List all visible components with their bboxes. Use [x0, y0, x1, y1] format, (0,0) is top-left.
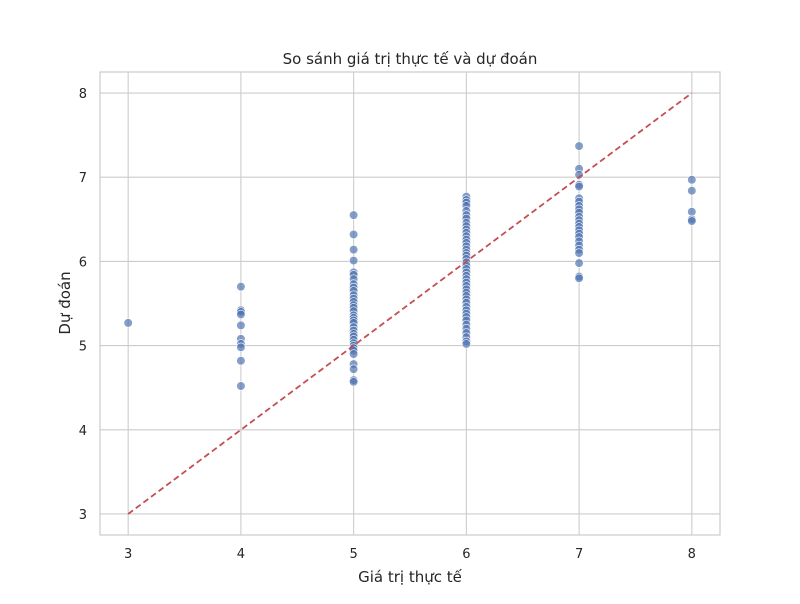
data-point: [574, 273, 584, 283]
data-point: [123, 318, 133, 328]
data-point: [349, 349, 359, 359]
x-tick-label: 3: [124, 547, 132, 562]
data-point: [236, 381, 246, 391]
data-point: [236, 342, 246, 352]
y-tick-label: 5: [79, 340, 87, 355]
data-point: [574, 141, 584, 151]
data-point: [349, 229, 359, 240]
data-point: [349, 210, 359, 220]
data-point: [574, 181, 584, 192]
plot-frame: [99, 71, 721, 536]
x-tick-label: 4: [237, 547, 245, 562]
data-point: [236, 356, 246, 366]
y-gridlines: [100, 92, 720, 515]
y-tick-label: 3: [79, 508, 87, 523]
x-axis-label: Giá trị thực tế: [358, 568, 463, 586]
data-point: [349, 377, 359, 387]
y-tick-label: 8: [79, 87, 87, 102]
x-tick-label: 6: [462, 547, 470, 562]
data-point: [349, 255, 359, 266]
x-tick-label: 7: [575, 547, 583, 562]
x-tick-labels: 3 4 5 6 7 8: [124, 547, 696, 562]
data-point: [687, 216, 697, 226]
chart-title: So sánh giá trị thực tế và dự đoán: [283, 50, 538, 68]
y-tick-labels: 3 4 5 6 7 8: [79, 87, 87, 523]
y-tick-label: 4: [79, 424, 87, 439]
y-axis-label: Dự đoán: [56, 271, 74, 334]
data-points: [123, 141, 697, 391]
data-point: [574, 248, 584, 258]
reference-line: [127, 92, 693, 515]
x-tick-label: 5: [349, 547, 357, 562]
data-point: [574, 258, 584, 268]
data-point: [236, 320, 246, 330]
data-point: [687, 186, 697, 196]
data-point: [461, 339, 471, 349]
data-point: [349, 364, 359, 374]
y-tick-label: 6: [79, 255, 87, 270]
data-point: [236, 282, 246, 292]
data-point: [687, 175, 697, 185]
data-point: [574, 170, 584, 180]
data-point: [349, 245, 359, 255]
x-tick-label: 8: [688, 547, 696, 562]
data-point: [236, 309, 246, 320]
y-tick-label: 7: [79, 171, 87, 186]
